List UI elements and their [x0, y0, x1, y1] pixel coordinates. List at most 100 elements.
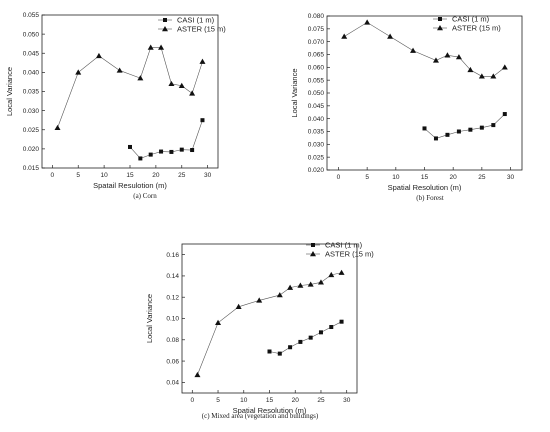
- x-tick-label: 5: [365, 174, 369, 181]
- data-point: [433, 136, 438, 141]
- x-tick-label: 30: [343, 397, 351, 404]
- data-point: [338, 269, 345, 275]
- data-point: [179, 147, 184, 152]
- data-point: [276, 292, 283, 298]
- legend-label: CASI (1 m): [325, 241, 363, 250]
- data-point: [215, 319, 222, 325]
- data-point: [308, 335, 313, 340]
- data-point: [455, 54, 462, 60]
- legend-marker: [163, 18, 167, 22]
- data-point: [444, 52, 451, 58]
- data-point: [277, 351, 282, 356]
- data-point: [159, 149, 164, 154]
- y-tick-label: 0.14: [166, 273, 179, 280]
- data-point: [256, 297, 263, 303]
- y-tick-label: 0.080: [308, 13, 325, 20]
- data-point: [288, 345, 293, 350]
- y-tick-label: 0.025: [308, 154, 325, 161]
- y-tick-label: 0.035: [308, 129, 325, 136]
- x-tick-label: 15: [421, 174, 429, 181]
- y-tick-label: 0.04: [166, 380, 179, 387]
- y-tick-label: 0.10: [166, 316, 179, 323]
- data-point: [158, 44, 165, 50]
- data-point: [267, 349, 272, 354]
- data-point: [445, 132, 450, 137]
- data-point: [432, 57, 439, 63]
- data-point: [75, 69, 82, 75]
- data-point: [307, 281, 314, 287]
- x-tick-label: 25: [478, 174, 486, 181]
- data-point: [341, 33, 348, 39]
- y-tick-label: 0.030: [23, 108, 40, 115]
- data-point: [317, 279, 324, 285]
- data-point: [490, 73, 497, 79]
- plot-frame: [326, 15, 523, 171]
- y-tick-label: 0.070: [308, 39, 325, 46]
- data-point: [138, 156, 143, 161]
- x-axis-label: Spatial Resolution (m): [233, 406, 307, 415]
- data-point: [54, 124, 61, 131]
- x-tick-label: 25: [178, 172, 186, 179]
- y-axis-label: Local Variance: [145, 294, 154, 343]
- legend-label: ASTER (15 m): [325, 250, 374, 259]
- data-point: [189, 90, 196, 96]
- y-tick-label: 0.035: [23, 89, 40, 96]
- x-tick-label: 15: [126, 172, 134, 179]
- y-tick-label: 0.045: [23, 50, 40, 57]
- x-tick-label: 20: [152, 172, 160, 179]
- legend-marker: [310, 251, 316, 257]
- data-point: [200, 118, 205, 123]
- x-tick-label: 5: [216, 397, 220, 404]
- y-tick-label: 0.12: [166, 294, 179, 301]
- y-tick-label: 0.065: [308, 52, 325, 59]
- chart-3: 0 5 10 15 20 25 30 0.04 0.06 0.08 0.10 0.12 0.14 0.16…: [145, 241, 374, 421]
- legend-label: ASTER (15 m): [452, 24, 501, 33]
- y-tick-label: 0.060: [308, 65, 325, 72]
- data-point: [178, 82, 185, 88]
- data-point: [478, 73, 485, 79]
- y-tick-label: 0.16: [166, 252, 179, 259]
- data-point: [287, 284, 294, 290]
- y-tick-label: 0.050: [308, 90, 325, 97]
- x-axis-label: Spatial Resolution (m): [388, 183, 462, 192]
- x-tick-label: 0: [51, 172, 55, 179]
- y-tick-label: 0.045: [308, 103, 325, 110]
- data-point: [468, 127, 473, 132]
- x-tick-label: 5: [76, 172, 80, 179]
- legend-marker: [162, 26, 168, 32]
- data-point: [387, 33, 394, 39]
- data-point: [491, 123, 496, 128]
- data-point: [410, 47, 417, 53]
- plot-frame: [181, 243, 358, 394]
- chart-caption: (b) Forest: [416, 194, 443, 202]
- data-point: [297, 282, 304, 288]
- x-tick-label: 20: [292, 397, 300, 404]
- y-tick-label: 0.040: [308, 116, 325, 123]
- data-point: [128, 144, 132, 149]
- data-point: [479, 125, 484, 130]
- data-point: [339, 319, 344, 324]
- data-point: [147, 44, 154, 50]
- data-point: [169, 149, 174, 154]
- chart-1: 0 5 10 15 20 25 30 0.015 0.020 0.025 0.030 0.035 0.0…: [5, 12, 226, 200]
- x-tick-label: 0: [190, 397, 194, 404]
- x-axis-label: Spatail Resulotion (m): [93, 181, 167, 190]
- y-tick-label: 0.08: [166, 337, 179, 344]
- x-tick-label: 25: [317, 397, 325, 404]
- x-tick-label: 30: [204, 172, 212, 179]
- chart-2: 0 5 10 15 20 25 30 0.020 0.025 0.030 0.035 0.040 0.0…: [290, 13, 523, 202]
- legend-label: CASI (1 m): [177, 16, 215, 25]
- y-axis-label: Local Variance: [5, 67, 14, 116]
- x-tick-label: 0: [337, 174, 341, 181]
- data-point: [95, 52, 102, 59]
- legend-label: CASI (1 m): [452, 15, 490, 24]
- data-point: [502, 112, 507, 117]
- data-point: [199, 58, 206, 64]
- data-point: [137, 75, 144, 81]
- legend-marker: [311, 243, 315, 247]
- data-point: [501, 64, 508, 70]
- data-point: [116, 67, 123, 73]
- data-point: [298, 339, 303, 344]
- data-point: [194, 371, 201, 378]
